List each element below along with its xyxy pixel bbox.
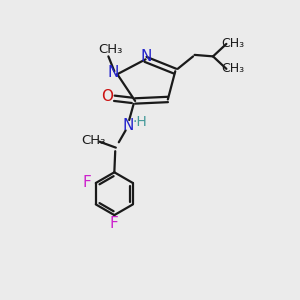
Text: CH₃: CH₃ — [221, 38, 244, 50]
Text: F: F — [82, 175, 91, 190]
Text: N: N — [107, 65, 118, 80]
Text: CH₃: CH₃ — [81, 134, 106, 147]
Text: F: F — [109, 216, 118, 231]
Text: CH₃: CH₃ — [99, 43, 123, 56]
Text: CH₃: CH₃ — [221, 62, 244, 75]
Text: ·H: ·H — [132, 116, 147, 129]
Text: N: N — [140, 49, 152, 64]
Text: N: N — [122, 118, 134, 133]
Text: O: O — [101, 89, 113, 104]
